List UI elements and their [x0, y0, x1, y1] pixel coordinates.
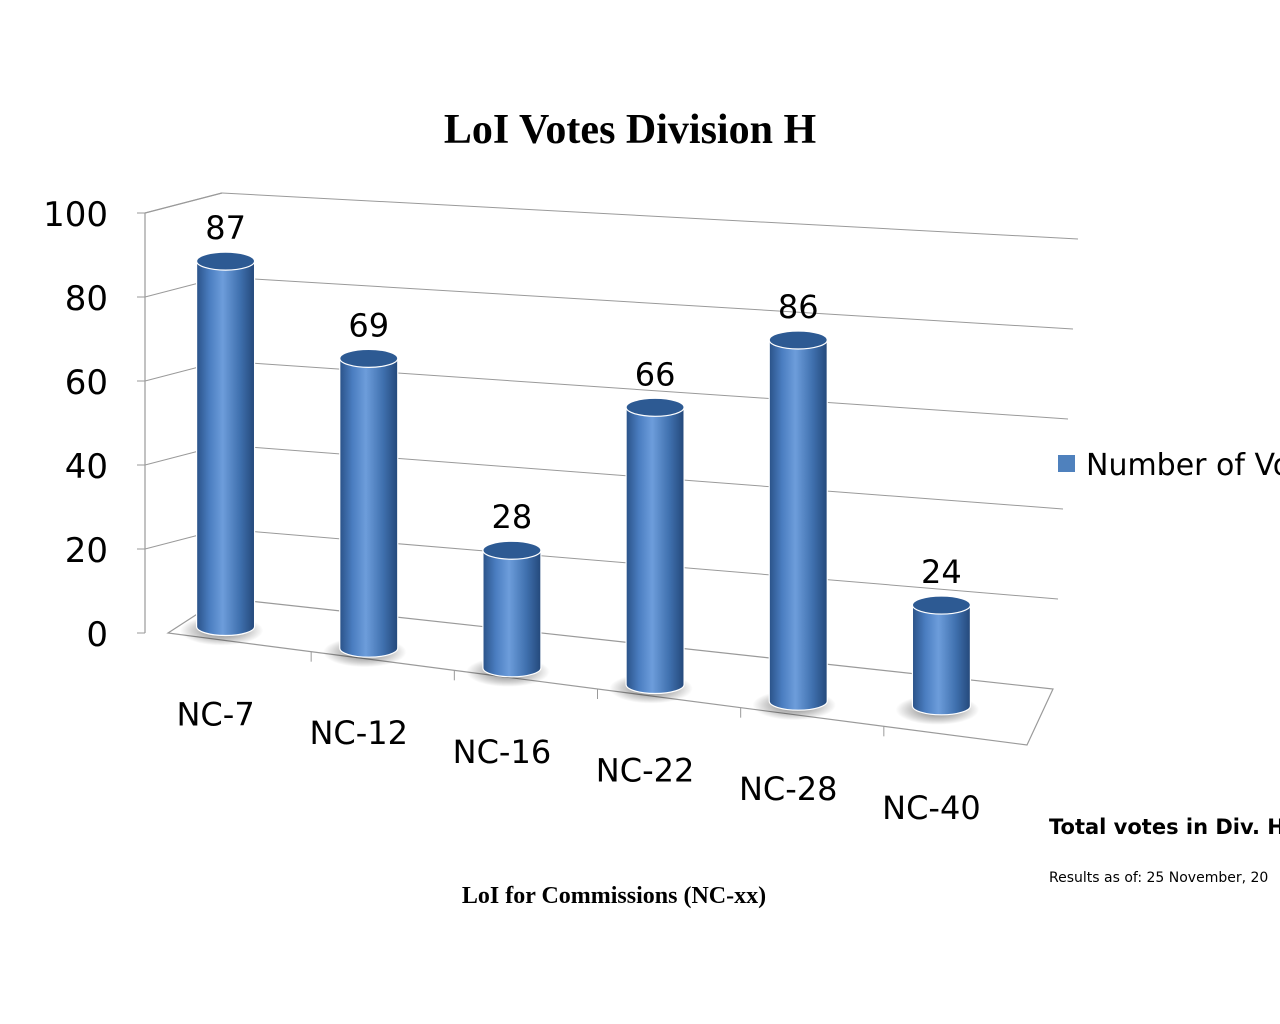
gridline: [221, 276, 1074, 330]
y-tick-label: 60: [65, 363, 108, 403]
bar: [911, 604, 972, 716]
bar-top: [482, 540, 542, 560]
bar-top: [339, 348, 399, 368]
data-label: 69: [348, 306, 389, 344]
x-axis-title: LoI for Commissions (NC-xx): [462, 883, 766, 909]
bar-top: [911, 595, 972, 615]
labels-layer: 0 20 40 60 80 100 87 NC-7 69 NC-12 28 NC-16 66 NC-22 8…: [43, 195, 981, 827]
legend-swatch: [1058, 455, 1075, 472]
data-label: 87: [205, 209, 246, 247]
data-label: 86: [778, 288, 819, 326]
x-tick-label: NC-28: [739, 770, 838, 808]
x-tick-label: NC-40: [882, 789, 981, 827]
y-tick-label: 0: [86, 615, 108, 655]
bar: [195, 260, 256, 637]
bar-top: [768, 330, 828, 350]
x-tick-label: NC-16: [453, 733, 552, 771]
x-tick-label: NC-22: [596, 752, 695, 790]
gridline-side: [144, 192, 223, 214]
legend-label: Number of Votes: [1086, 448, 1280, 483]
data-label: 66: [635, 355, 676, 393]
results-date-note: Results as of: 25 November, 20: [1049, 870, 1268, 886]
x-tick-label: NC-7: [176, 696, 254, 734]
bar-top: [625, 397, 685, 417]
gridline: [221, 192, 1079, 240]
chart-title: LoI Votes Division H: [444, 107, 816, 153]
total-votes-note: Total votes in Div. H: [1049, 815, 1280, 839]
data-label: 28: [492, 498, 533, 536]
bar: [339, 357, 399, 658]
x-tick-label: NC-12: [309, 714, 408, 752]
data-label: 24: [921, 553, 962, 591]
bar: [625, 406, 685, 695]
y-tick-label: 100: [43, 195, 108, 235]
bar: [482, 549, 542, 678]
y-tick-label: 80: [65, 279, 108, 319]
y-tick-label: 40: [65, 447, 108, 487]
y-tick-label: 20: [65, 531, 108, 571]
bar-top: [195, 251, 256, 271]
legend: Number of Votes: [1058, 448, 1280, 483]
bars-layer: [179, 251, 980, 725]
bar: [768, 339, 828, 711]
